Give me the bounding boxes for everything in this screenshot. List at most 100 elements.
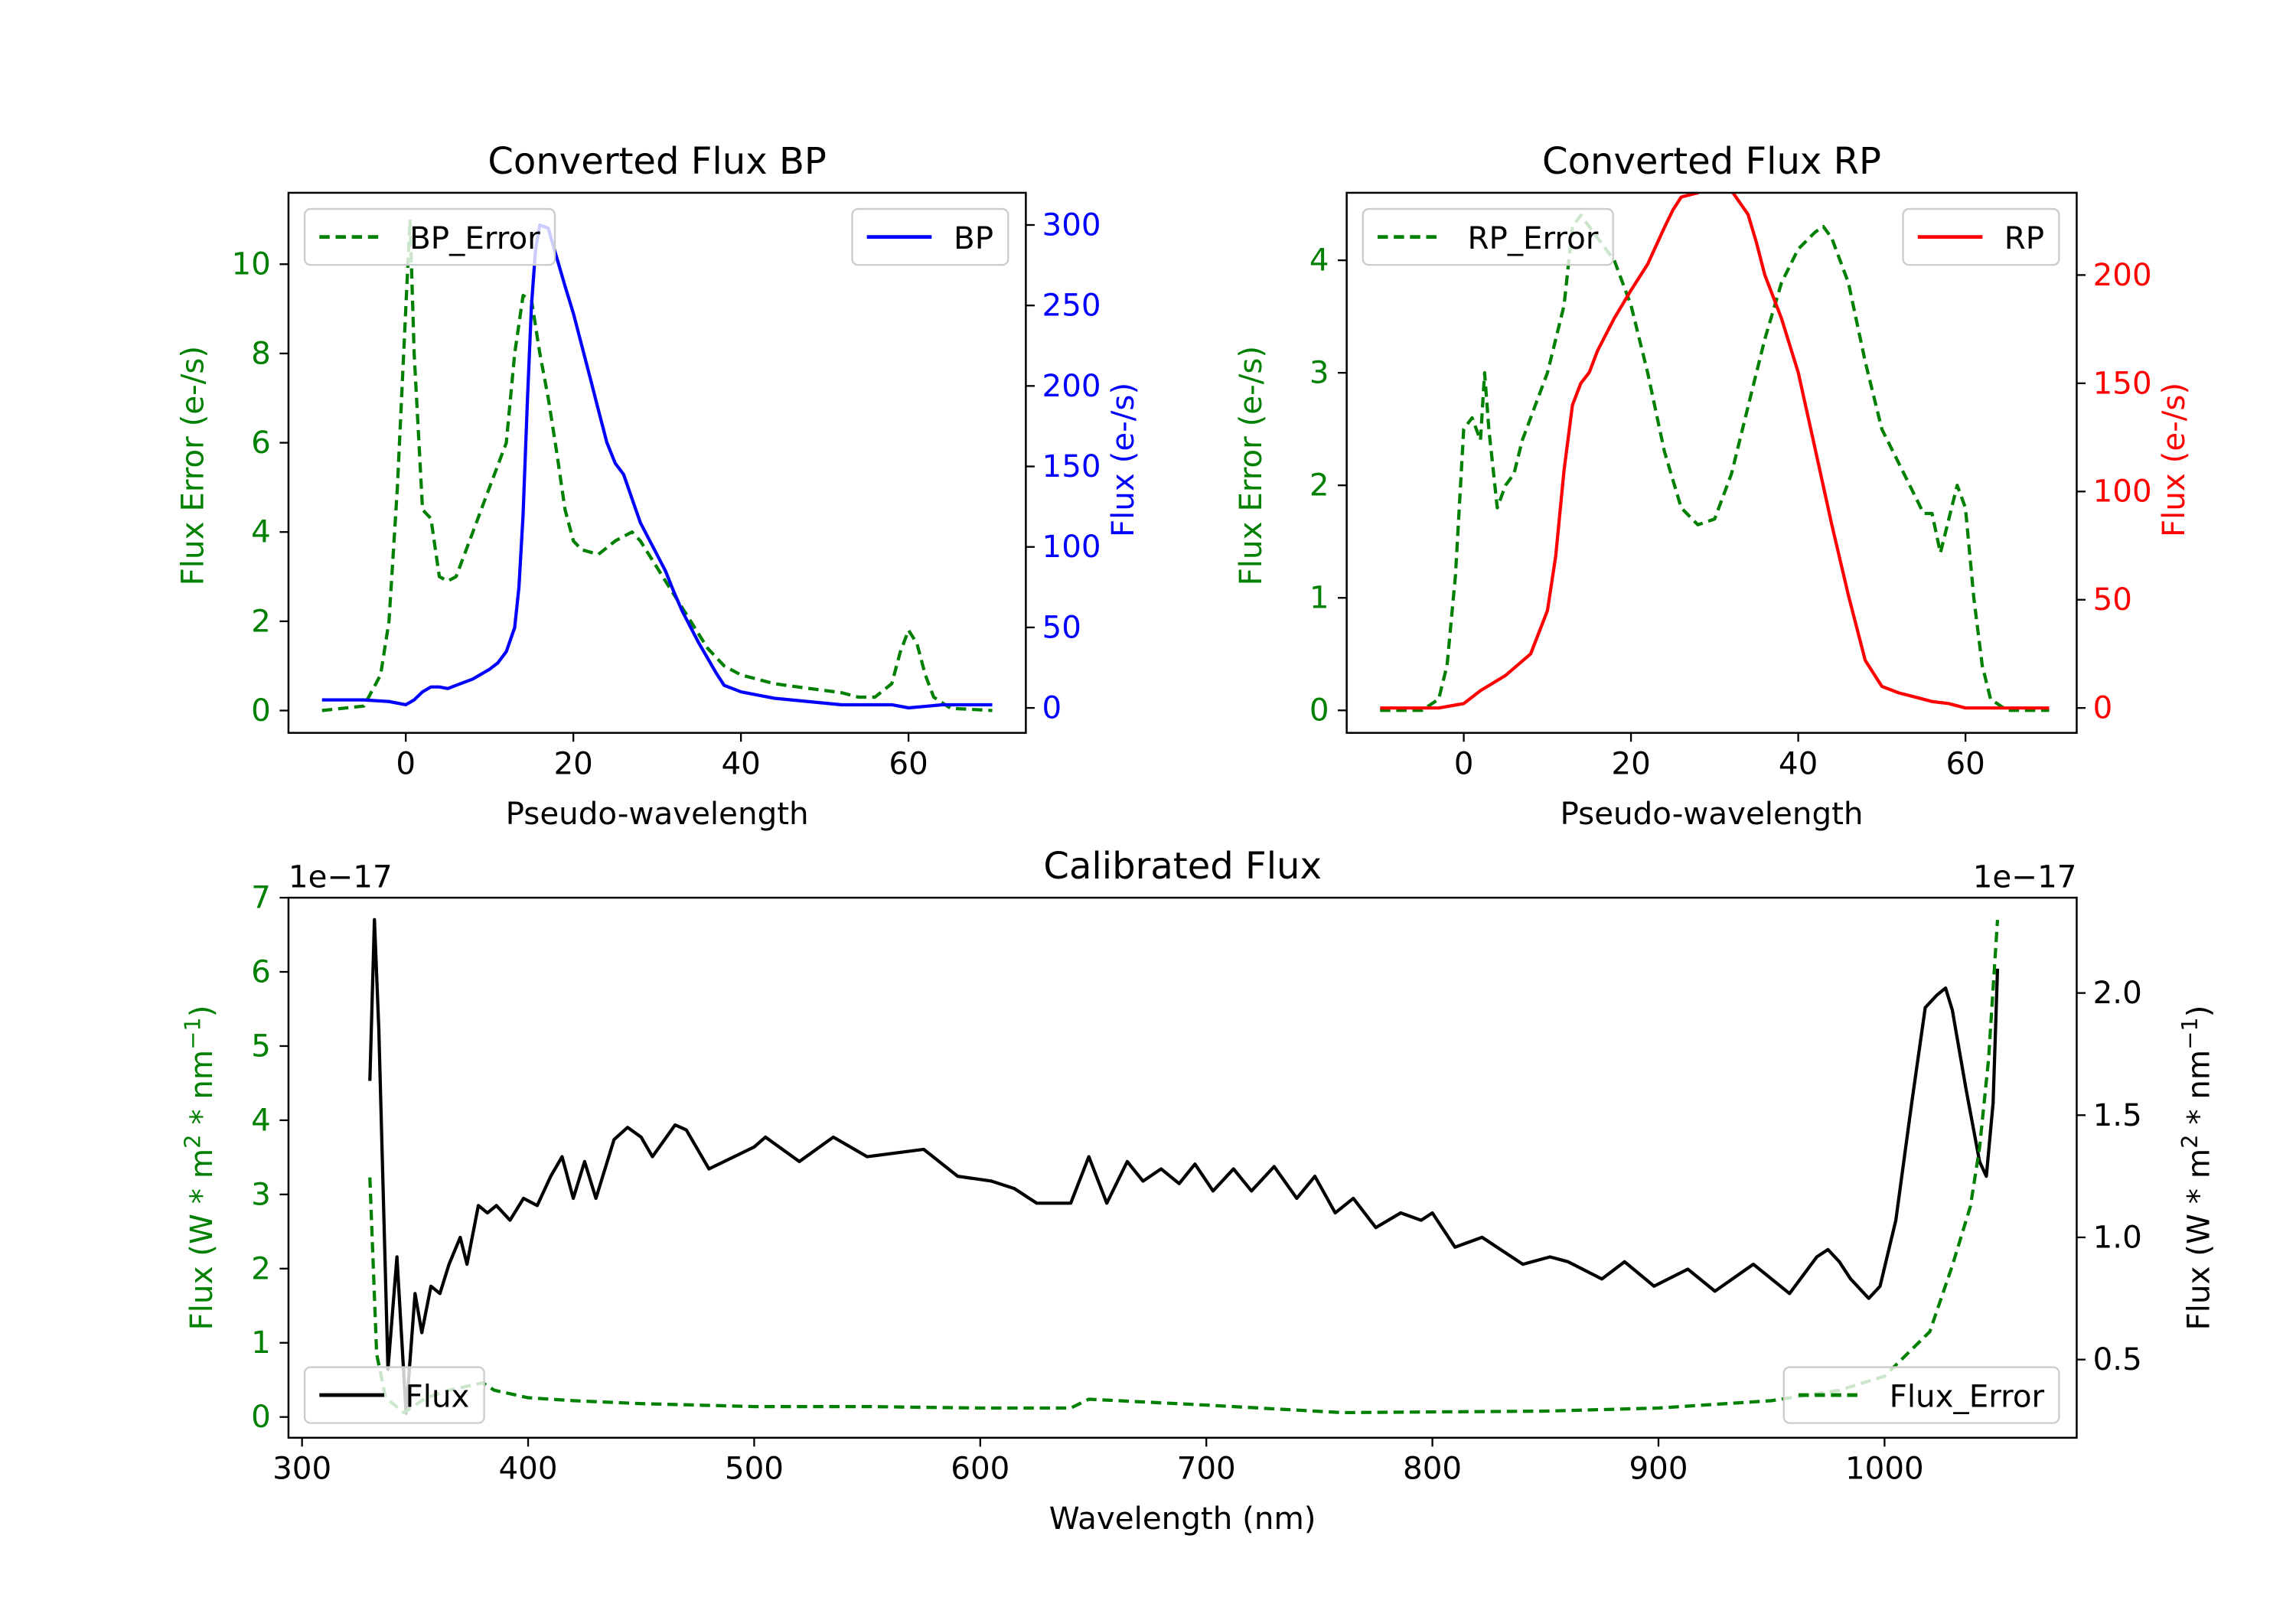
y-right-tick-label: 1.5 bbox=[2093, 1097, 2142, 1133]
y-right-tick-label: 100 bbox=[1042, 529, 1101, 565]
y-right-tick-label: 150 bbox=[2093, 365, 2152, 401]
y-right-tick-label: 0 bbox=[1042, 690, 1062, 726]
y-tick-label: 6 bbox=[251, 953, 271, 989]
label-part: Flux (W * m bbox=[2181, 1149, 2217, 1331]
y-tick-label: 4 bbox=[251, 1102, 271, 1138]
legend-box bbox=[1362, 207, 1614, 266]
y-tick-label: 2 bbox=[251, 603, 271, 639]
label-part: ) bbox=[184, 1005, 220, 1017]
y-axis-label: Flux Error (e-/s) bbox=[174, 346, 210, 586]
x-axis-label: Wavelength (nm) bbox=[1049, 1501, 1316, 1537]
x-axis-label: Pseudo-wavelength bbox=[1561, 796, 1864, 832]
label-superscript: −1 bbox=[2177, 1017, 2203, 1050]
x-tick-label: 20 bbox=[1611, 746, 1650, 782]
y-tick-label: 1 bbox=[251, 1325, 271, 1361]
series-line-flux bbox=[368, 918, 2000, 1416]
x-tick-label: 400 bbox=[498, 1451, 557, 1487]
axes-frame bbox=[287, 191, 1027, 734]
y-tick-label: 8 bbox=[251, 335, 271, 371]
y-right-axis-label: Flux (e-/s) bbox=[1105, 383, 1141, 537]
x-tick-label: 500 bbox=[725, 1451, 784, 1487]
label-superscript: 2 bbox=[180, 1135, 206, 1149]
x-tick-label: 60 bbox=[889, 746, 928, 782]
label-part: * nm bbox=[184, 1050, 220, 1135]
y-right-tick-label: 1.0 bbox=[2093, 1219, 2142, 1255]
y-tick-label: 1 bbox=[1309, 580, 1329, 616]
y-tick-label: 2 bbox=[251, 1250, 271, 1286]
y-offset-label: 1e−17 bbox=[289, 859, 393, 895]
x-tick-label: 0 bbox=[396, 746, 416, 782]
y-axis-label: Flux Error (e-/s) bbox=[1233, 346, 1269, 586]
y-axis-label: Flux (W * m2 * nm−1) bbox=[180, 1005, 220, 1330]
x-axis-label: Pseudo-wavelength bbox=[506, 796, 809, 832]
label-superscript: 2 bbox=[2177, 1135, 2203, 1149]
x-tick-label: 20 bbox=[553, 746, 592, 782]
label-part: * nm bbox=[2181, 1050, 2217, 1135]
chart-title: Converted Flux BP bbox=[488, 140, 827, 183]
series-line-rp bbox=[1380, 192, 2050, 710]
x-tick-label: 700 bbox=[1177, 1451, 1236, 1487]
series-line-flux-error bbox=[368, 919, 2000, 1415]
legend-label: BP bbox=[954, 220, 993, 256]
label-part: Flux (W * m bbox=[184, 1149, 220, 1331]
y-right-tick-label: 150 bbox=[1042, 448, 1101, 484]
y-tick-label: 0 bbox=[251, 1399, 271, 1435]
legend-flux-error: Flux_Error bbox=[1782, 1366, 2060, 1424]
label-part: ) bbox=[2181, 1005, 2217, 1017]
label-superscript: −1 bbox=[180, 1017, 206, 1050]
y-tick-label: 0 bbox=[251, 693, 271, 729]
y-right-tick-label: 100 bbox=[2093, 474, 2152, 510]
x-tick-label: 60 bbox=[1945, 746, 1985, 782]
x-tick-label: 800 bbox=[1403, 1451, 1462, 1487]
x-tick-label: 0 bbox=[1454, 746, 1474, 782]
x-tick-label: 40 bbox=[1779, 746, 1818, 782]
x-tick-label: 40 bbox=[721, 746, 760, 782]
y-right-tick-label: 200 bbox=[1042, 368, 1101, 404]
legend-rp-error: RP_Error bbox=[1362, 207, 1614, 266]
y-tick-label: 4 bbox=[1309, 243, 1329, 279]
y-tick-label: 7 bbox=[251, 880, 271, 916]
y-tick-label: 6 bbox=[251, 425, 271, 461]
y-right-tick-label: 2.0 bbox=[2093, 975, 2142, 1011]
legend-label: Flux bbox=[406, 1378, 470, 1414]
y-right-tick-label: 50 bbox=[2093, 582, 2132, 618]
x-tick-label: 300 bbox=[272, 1451, 331, 1487]
chart-title: Converted Flux RP bbox=[1542, 140, 1881, 183]
y-right-tick-label: 300 bbox=[1042, 207, 1101, 243]
series-line-rp-error bbox=[1380, 214, 2050, 712]
y-tick-label: 3 bbox=[1309, 355, 1329, 391]
legend-bp: BP bbox=[851, 207, 1009, 266]
legend-label: BP_Error bbox=[409, 220, 540, 256]
legend-label: RP_Error bbox=[1467, 220, 1598, 256]
y-right-tick-label: 250 bbox=[1042, 288, 1101, 324]
legend-box bbox=[303, 1366, 485, 1424]
y-tick-label: 2 bbox=[1309, 468, 1329, 504]
chart-converted-flux-bp: 0 20 40 600246810050100150200250300Converte… bbox=[174, 140, 1140, 832]
y-right-tick-label: 0 bbox=[2093, 690, 2113, 726]
y-tick-label: 10 bbox=[231, 246, 270, 282]
chart-calibrated-flux: 300 400 500 600 700 800 900 1000 0 1 2 3 4 5 6 7 0.5 1.0 1… bbox=[180, 845, 2217, 1537]
legend-label: Flux_Error bbox=[1890, 1378, 2045, 1414]
chart-title: Calibrated Flux bbox=[1043, 845, 1322, 888]
legend-bp-error: BP_Error bbox=[303, 207, 556, 266]
series-line-bp bbox=[321, 223, 993, 710]
axes-frame bbox=[287, 896, 2078, 1439]
y-tick-label: 4 bbox=[251, 514, 271, 550]
x-tick-label: 900 bbox=[1629, 1451, 1688, 1487]
series-line-bp-error bbox=[321, 217, 993, 712]
y-tick-label: 5 bbox=[251, 1028, 271, 1064]
legend-label: RP bbox=[2004, 220, 2044, 256]
x-tick-label: 1000 bbox=[1845, 1451, 1924, 1487]
y-tick-label: 0 bbox=[1309, 693, 1329, 729]
legend-rp: RP bbox=[1902, 207, 2060, 266]
y-right-tick-label: 200 bbox=[2093, 257, 2152, 293]
y-right-axis-label: Flux (W * m2 * nm−1) bbox=[2177, 1005, 2216, 1330]
y-right-tick-label: 50 bbox=[1042, 609, 1081, 645]
y-tick-label: 3 bbox=[251, 1176, 271, 1212]
y-right-tick-label: 0.5 bbox=[2093, 1341, 2142, 1377]
legend-box bbox=[303, 207, 556, 266]
legend-flux: Flux bbox=[303, 1366, 485, 1424]
y-right-axis-label: Flux (e-/s) bbox=[2156, 383, 2192, 537]
